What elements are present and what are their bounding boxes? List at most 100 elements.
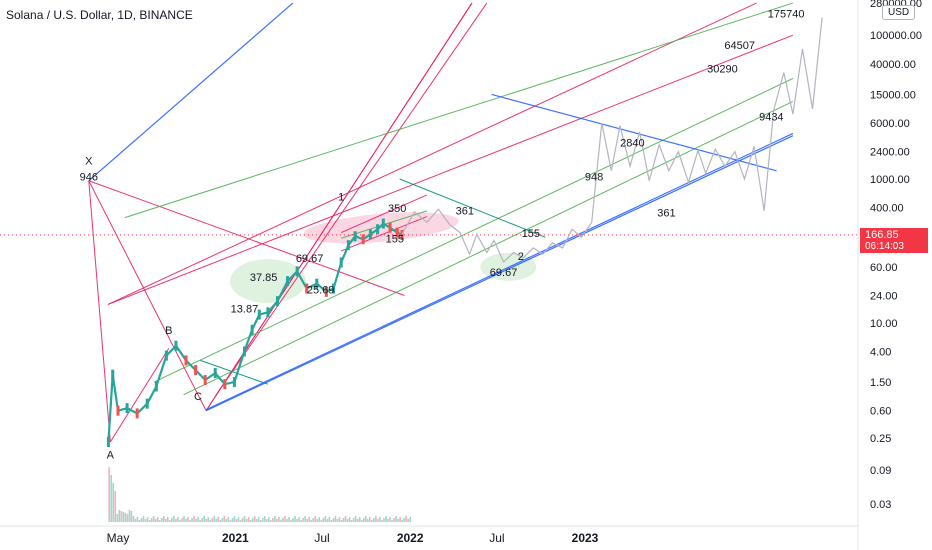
volume-bar (235, 519, 238, 522)
volume-bar (257, 517, 260, 522)
volume-bar (223, 516, 226, 522)
volume-bar (160, 518, 163, 522)
volume-bar (407, 519, 409, 522)
volume-bar (255, 519, 258, 522)
volume-bar (397, 519, 399, 522)
volume-bar (369, 517, 371, 522)
price-annotation: 361 (657, 208, 675, 220)
price-candle (125, 403, 129, 414)
price-annotation: 946 (80, 172, 98, 184)
volume-bar (110, 475, 113, 522)
volume-bar (221, 518, 224, 522)
x-tick-label: Jul (314, 531, 329, 545)
y-tick-label: 0.03 (870, 499, 891, 511)
volume-bar (354, 516, 357, 522)
volume-bar (324, 516, 327, 522)
volume-bar (173, 516, 175, 522)
volume-bar (189, 520, 191, 522)
price-candle (145, 398, 149, 409)
price-line (107, 222, 403, 443)
price-candle (295, 266, 299, 277)
volume-bar (294, 516, 296, 522)
price-candle (266, 307, 270, 318)
volume-bar (375, 516, 377, 522)
volume-bar (346, 519, 349, 522)
price-annotation: 30290 (707, 63, 738, 75)
volume-bar (272, 518, 274, 522)
volume-bar (381, 520, 383, 522)
y-tick-label: 1000.00 (870, 174, 910, 186)
wave-label: 2 (518, 251, 524, 263)
volume-bar (360, 520, 363, 522)
volume-bar (126, 514, 129, 522)
price-candle (305, 283, 309, 294)
volume-bar (306, 519, 308, 522)
trend-line (88, 2, 294, 182)
volume-bar (136, 517, 139, 522)
trend-line (88, 180, 111, 443)
volume-bar (245, 519, 248, 522)
volume-bar (241, 518, 244, 522)
volume-bar (328, 517, 331, 522)
volume-bar (247, 517, 250, 522)
volume-bar (217, 517, 220, 522)
x-tick-label: 2023 (572, 531, 599, 545)
volume-bar (278, 517, 280, 522)
volume-bar (314, 516, 317, 522)
volume-bar (336, 519, 339, 522)
volume-bar (152, 516, 155, 522)
price-candle (381, 218, 385, 229)
price-annotation: 361 (456, 206, 474, 218)
volume-bar (330, 520, 333, 522)
volume-bar (249, 520, 252, 522)
wave-label: 1 (338, 192, 344, 204)
price-candle (174, 340, 178, 351)
volume-bar (338, 517, 341, 522)
volume-bar (162, 516, 165, 522)
volume-bar (322, 518, 325, 522)
volume-bar (292, 518, 294, 522)
trend-line (205, 135, 794, 412)
volume-bar (316, 519, 319, 522)
volume-bar (233, 516, 236, 522)
volume-bar (362, 518, 365, 522)
volume-bar (175, 519, 177, 522)
wave-label: X (85, 155, 93, 167)
volume-bar (132, 516, 135, 522)
projection-path (401, 17, 823, 264)
volume-bar (207, 517, 210, 522)
trend-line (107, 2, 757, 305)
price-candle (106, 436, 110, 447)
volume-bar (310, 520, 313, 522)
volume-bar (379, 517, 381, 522)
trend-line (153, 78, 794, 383)
price-annotation: 948 (585, 172, 603, 184)
y-tick-label: 4.00 (870, 346, 891, 358)
volume-bar (280, 520, 282, 522)
x-tick-label: May (107, 531, 130, 545)
volume-bar (308, 517, 311, 522)
currency-badge[interactable]: USD (882, 5, 916, 20)
volume-bar (296, 519, 298, 522)
volume-bar (213, 516, 216, 522)
volume-bar (209, 520, 212, 522)
y-tick-label: 0.25 (870, 433, 891, 445)
price-candle (250, 324, 254, 335)
volume-bar (383, 518, 385, 522)
wave-label: C (194, 391, 202, 403)
volume-bar (265, 519, 268, 522)
price-annotation: 69.67 (296, 253, 324, 265)
volume-bar (318, 517, 321, 522)
volume-bar (150, 518, 153, 522)
volume-bar (185, 519, 187, 522)
volume-bar (201, 518, 203, 522)
price-candle (242, 346, 246, 357)
y-tick-label: 400.00 (870, 203, 904, 215)
volume-bar (187, 517, 189, 522)
volume-bar (304, 516, 306, 522)
volume-bar (334, 516, 337, 522)
volume-bar (146, 517, 149, 522)
volume-bar (227, 517, 230, 522)
